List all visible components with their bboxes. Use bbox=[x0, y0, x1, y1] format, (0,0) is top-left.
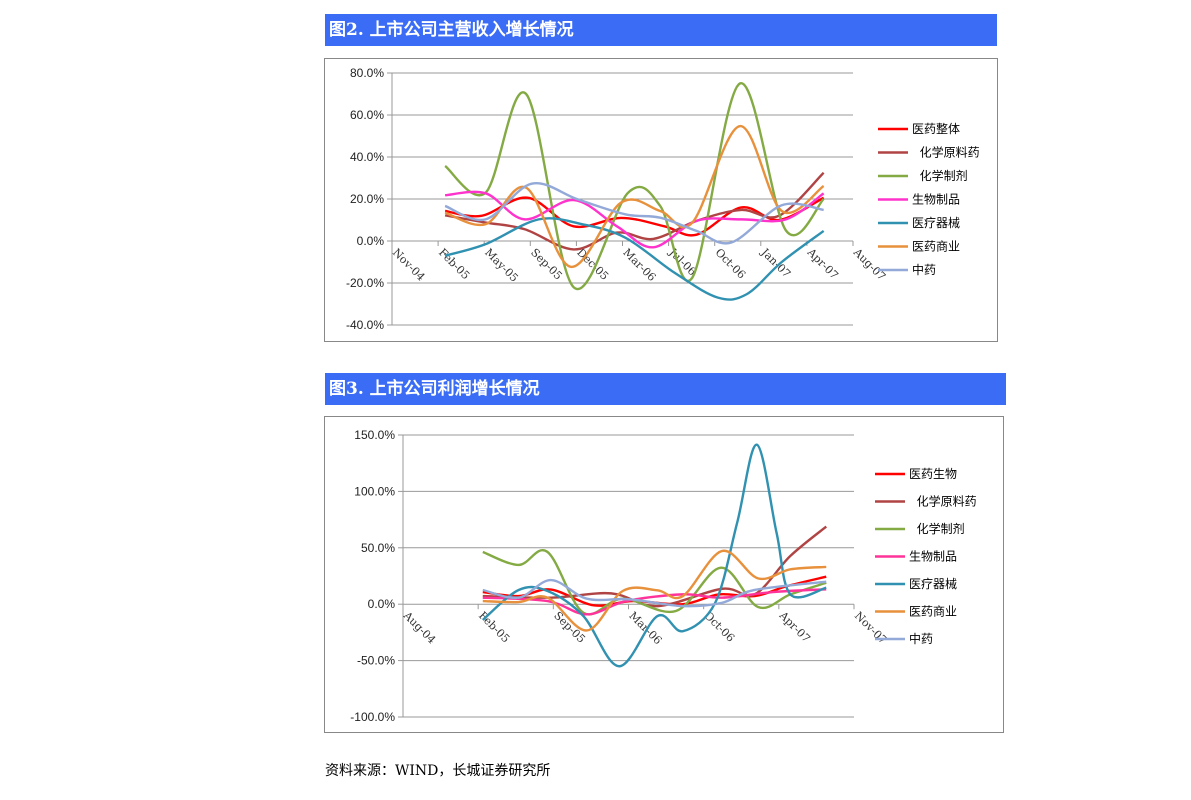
revenue-growth-chart: 80.0% 60.0% 40.0% 20.0% 0.0% -20.0% -40.0% Nov-… bbox=[324, 58, 998, 342]
legend-label: 中药 bbox=[909, 631, 933, 646]
x-tick-label: Apr-07 bbox=[804, 245, 841, 282]
series-line bbox=[444, 190, 825, 249]
x-tick-label: Nov-07 bbox=[852, 609, 890, 647]
series-line bbox=[444, 124, 825, 269]
x-tick-label: Jan-07 bbox=[758, 245, 793, 280]
y-tick-label: 0.0% bbox=[368, 597, 396, 611]
x-tick-label: Mar-06 bbox=[620, 246, 658, 284]
y-tick-label: 100.0% bbox=[354, 484, 395, 498]
series-line bbox=[482, 549, 827, 616]
legend-label: 医药商业 bbox=[912, 239, 960, 254]
series-line bbox=[482, 525, 828, 608]
legend-label: 生物制品 bbox=[912, 193, 960, 207]
legend-label: 中药 bbox=[912, 262, 936, 277]
legend-label: 医疗器械 bbox=[909, 576, 957, 591]
y-tick-label: 40.0% bbox=[350, 150, 384, 164]
figure-3-title: 图3. 上市公司利润增长情况 bbox=[325, 373, 1006, 405]
series-line bbox=[444, 171, 825, 251]
legend-label: 化学原料药 bbox=[912, 145, 980, 160]
x-tick-label: Nov-04 bbox=[390, 246, 428, 284]
series-line bbox=[444, 82, 825, 291]
x-tick-label: Oct-06 bbox=[713, 246, 749, 282]
y-tick-label: 60.0% bbox=[350, 108, 384, 122]
y-tick-label: 20.0% bbox=[350, 192, 384, 206]
x-tick-label: Aug-07 bbox=[850, 245, 888, 283]
chart-svg: 150.0% 100.0% 50.0% 0.0% -50.0% -100.0% Aug-04… bbox=[350, 428, 977, 724]
x-tick-label: Aug-04 bbox=[400, 608, 438, 646]
y-tick-label: 150.0% bbox=[354, 428, 395, 442]
x-tick-label: Sep-05 bbox=[528, 246, 565, 283]
profit-growth-chart: 150.0% 100.0% 50.0% 0.0% -50.0% -100.0% Aug-04… bbox=[324, 416, 1004, 733]
legend-label: 化学制剂 bbox=[912, 168, 968, 183]
y-tick-label: -40.0% bbox=[346, 318, 384, 332]
figure-2-title: 图2. 上市公司主营收入增长情况 bbox=[325, 14, 997, 46]
y-tick-label: -50.0% bbox=[357, 654, 395, 668]
legend-label: 化学制剂 bbox=[909, 521, 965, 536]
legend-label: 医药商业 bbox=[909, 604, 957, 619]
series-line bbox=[482, 578, 827, 608]
x-tick-label: Feb-05 bbox=[476, 609, 512, 645]
x-tick-label: May-05 bbox=[482, 246, 521, 285]
y-tick-label: 0.0% bbox=[357, 234, 385, 248]
legend-label: 医疗器械 bbox=[912, 215, 960, 230]
series-line bbox=[482, 588, 827, 616]
legend-label: 生物制品 bbox=[909, 550, 957, 564]
x-tick-label: Apr-07 bbox=[776, 608, 813, 645]
y-tick-label: -20.0% bbox=[346, 276, 384, 290]
y-tick-label: 50.0% bbox=[361, 541, 395, 555]
source-note: 资料来源：WIND，长城证券研究所 bbox=[325, 763, 551, 779]
series-line bbox=[444, 217, 825, 301]
legend-label: 化学原料药 bbox=[909, 494, 977, 509]
series-line bbox=[482, 549, 827, 632]
chart-svg: 80.0% 60.0% 40.0% 20.0% 0.0% -20.0% -40.0% Nov-… bbox=[346, 66, 980, 332]
legend-label: 医药整体 bbox=[912, 121, 960, 136]
series-line bbox=[482, 443, 827, 668]
legend-label: 医药生物 bbox=[909, 467, 957, 481]
series-line bbox=[444, 181, 824, 245]
y-tick-label: -100.0% bbox=[350, 710, 395, 724]
y-tick-label: 80.0% bbox=[350, 66, 384, 80]
